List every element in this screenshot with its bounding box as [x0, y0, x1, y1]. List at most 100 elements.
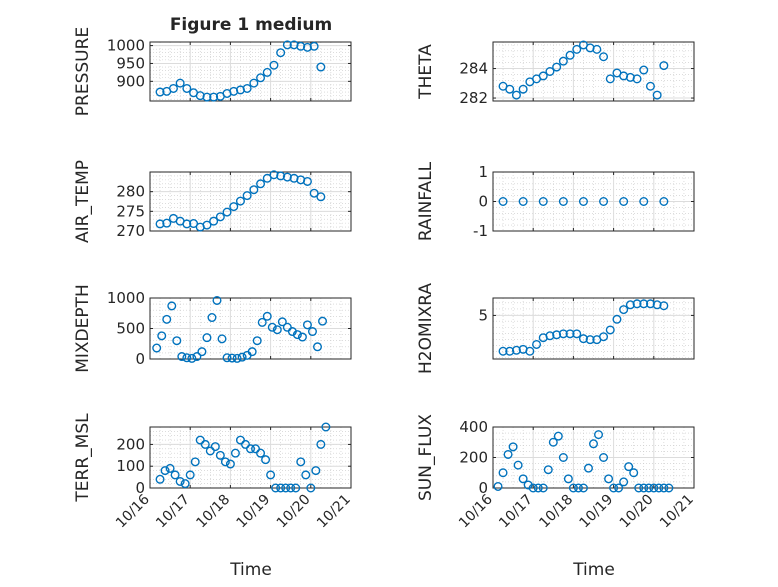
y-tick-label: 950 [116, 54, 145, 72]
data-point [558, 56, 568, 66]
data-point [195, 435, 205, 445]
data-point [548, 437, 558, 447]
y-axis-label: THETA [416, 44, 436, 100]
data-point [619, 477, 629, 487]
data-point [652, 300, 662, 310]
data-point [612, 314, 622, 324]
data-point [282, 172, 292, 182]
data-point [271, 483, 281, 493]
data-point [302, 176, 312, 186]
data-point [215, 212, 225, 222]
data-point [220, 457, 230, 467]
data-point [160, 466, 170, 476]
panel-rainfall: -1 0 1 RAINFALL [416, 161, 695, 241]
data-point [162, 218, 172, 228]
axes-box [149, 426, 352, 489]
data-point [619, 196, 629, 206]
y-tick-label: 500 [116, 320, 145, 338]
series-points [498, 40, 669, 100]
data-point [209, 216, 219, 226]
data-point [583, 463, 593, 473]
data-point [281, 483, 291, 493]
data-point [599, 196, 609, 206]
data-point [215, 450, 225, 460]
series-points [498, 299, 669, 356]
data-point [578, 334, 588, 344]
series-points [498, 196, 669, 206]
data-point [257, 317, 267, 327]
data-point [306, 483, 316, 493]
data-point [152, 343, 162, 353]
panel-sun_flux: 10/16 10/17 10/18 10/19 10/20 10/21 0 200 400 SUN… [416, 414, 697, 532]
data-point [538, 196, 548, 206]
data-point [572, 329, 582, 339]
data-point [619, 305, 629, 315]
data-point [573, 483, 583, 493]
data-point [189, 219, 199, 229]
data-point [207, 313, 217, 323]
y-axis-label: H2OMIXRA [416, 283, 436, 374]
data-point [240, 439, 250, 449]
data-point [538, 71, 548, 81]
data-point [313, 342, 323, 352]
data-point [639, 196, 649, 206]
data-point [292, 330, 302, 340]
y-tick-label: 1000 [107, 289, 145, 307]
panel-h2omixra: 5 H2OMIXRA [416, 283, 695, 374]
y-tick-label: 1 [478, 163, 488, 181]
x-tick-label: 10/19 [577, 492, 617, 532]
y-tick-label: 400 [459, 418, 488, 436]
data-point [498, 468, 508, 478]
data-point [175, 476, 185, 486]
data-point [563, 474, 573, 484]
data-point [659, 196, 669, 206]
data-point [625, 300, 635, 310]
data-point [518, 84, 528, 94]
data-point [632, 299, 642, 309]
y-tick-label: 282 [459, 89, 488, 107]
data-point [210, 442, 220, 452]
y-axis-label: AIR_TEMP [73, 160, 93, 243]
data-point [302, 42, 312, 52]
grid [492, 298, 695, 359]
data-point [589, 439, 599, 449]
data-point [654, 483, 664, 493]
data-point [552, 330, 562, 340]
data-point [235, 435, 245, 445]
series-points [155, 170, 326, 232]
data-point [652, 90, 662, 100]
data-point [558, 196, 568, 206]
data-point [321, 422, 331, 432]
data-point [572, 44, 582, 54]
data-point [276, 48, 286, 58]
data-point [296, 457, 306, 467]
data-point [172, 336, 182, 346]
figure-title: Figure 1 medium [170, 15, 332, 35]
data-point [632, 74, 642, 84]
data-point [182, 83, 192, 93]
data-point [508, 442, 518, 452]
data-point [180, 479, 190, 489]
grid [149, 297, 352, 360]
data-point [266, 470, 276, 480]
data-point [170, 470, 180, 480]
data-point [175, 78, 185, 88]
data-point [202, 220, 212, 230]
data-point [505, 346, 515, 356]
data-point [594, 430, 604, 440]
axes-box [149, 41, 352, 102]
data-point [267, 322, 277, 332]
data-point [316, 439, 326, 449]
data-point [222, 353, 232, 363]
y-tick-label: 280 [116, 183, 145, 201]
data-point [237, 352, 247, 362]
data-point [532, 339, 542, 349]
y-tick-label: 275 [116, 202, 145, 220]
data-point [498, 196, 508, 206]
data-point [578, 196, 588, 206]
data-point [545, 331, 555, 341]
data-point [605, 325, 615, 335]
